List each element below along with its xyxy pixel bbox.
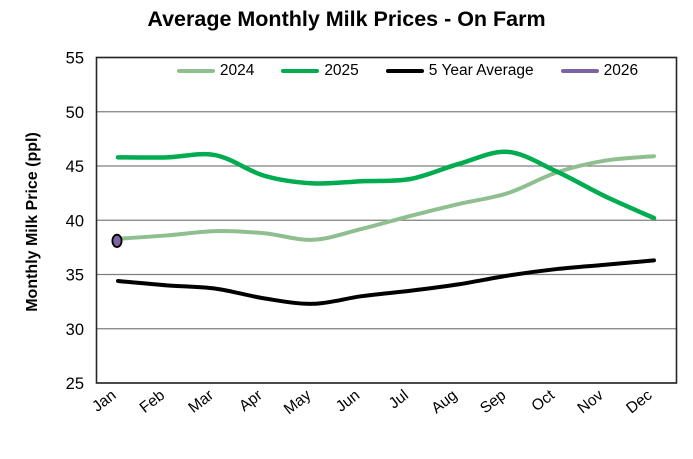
y-tick-label: 25 [66,375,84,393]
legend-label-2026: 2026 [603,62,639,79]
x-tick-label: Sep [477,387,509,417]
legend-label-2025: 2025 [324,62,359,79]
legend-item-5-year-average: 5 Year Average [385,62,534,79]
y-tick-label: 55 [66,50,84,68]
x-tick-label: Jan [89,387,119,416]
y-tick-label: 50 [66,104,84,122]
x-tick-label: Mar [185,387,217,417]
x-tick-label: Nov [575,387,607,418]
legend-item-2024: 2024 [176,62,255,79]
series-line-2025 [115,149,657,221]
legend-label-5-year-average: 5 Year Average [428,62,534,79]
x-tick-label: Dec [623,387,655,418]
legend-swatch-2025 [281,68,320,73]
x-tick-label: Feb [137,387,169,417]
legend-item-2025: 2025 [281,62,359,79]
legend-swatch-5-year-average [385,68,424,73]
y-tick-label: 45 [66,158,84,176]
x-tick-label: Aug [428,387,460,417]
legend-swatch-2024 [176,68,215,73]
x-tick-label: May [281,387,315,419]
x-tick-label: Jun [333,387,363,416]
series-line-5 Year Average [116,258,656,306]
x-tick-label: Apr [236,387,265,415]
chart-title: Average Monthly Milk Prices - On Farm [147,7,546,31]
series-line-2024 [116,154,656,242]
plot-border [95,56,678,384]
y-tick-label: 30 [66,321,84,339]
y-tick-label: 40 [66,212,84,230]
y-tick-label: 35 [66,267,84,285]
legend-item-2026: 2026 [560,62,639,79]
x-tick-label: Jul [386,387,412,413]
legend-label-2024: 2024 [219,62,255,79]
data-point-2026 [111,233,123,248]
legend-swatch-2026 [560,68,599,73]
legend: 2024 2025 5 Year Average 2026 [140,63,675,79]
x-tick-label: Oct [529,386,559,415]
